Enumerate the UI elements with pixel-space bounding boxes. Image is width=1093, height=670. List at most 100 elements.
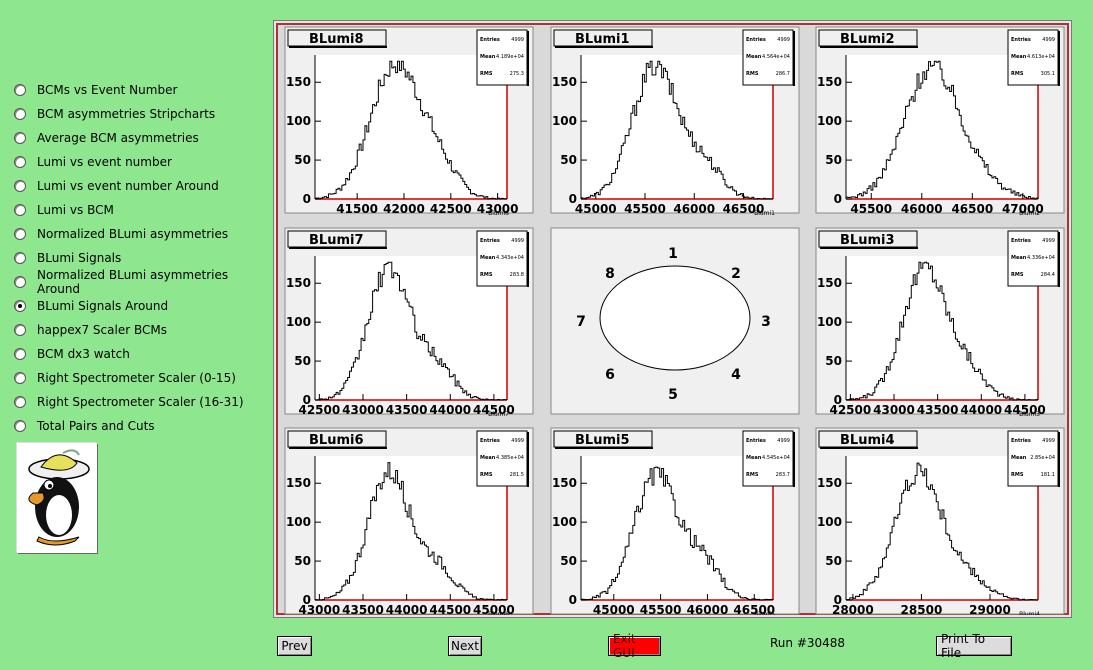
radio-button[interactable] [14, 84, 26, 96]
x-axis-label: Blumi3 [1019, 411, 1040, 418]
radio-option[interactable]: Lumi vs event number [14, 150, 264, 174]
x-tick-label: 45000 [575, 202, 617, 216]
stats-value: 4999 [1042, 238, 1055, 244]
radio-button[interactable] [14, 300, 26, 312]
y-tick-label: 150 [817, 476, 842, 490]
plot-selection-panel: BCMs vs Event Number BCM asymmetries Stri… [14, 78, 264, 438]
stats-value: 283.8 [510, 272, 524, 278]
y-tick-label: 50 [294, 354, 311, 368]
stats-key: RMS [1011, 71, 1024, 77]
diagram-position-label: 2 [731, 266, 741, 282]
x-tick-label: 45500 [850, 202, 892, 216]
radio-option[interactable]: Right Spectrometer Scaler (16-31) [14, 390, 264, 414]
radio-option[interactable]: BLumi Signals Around [14, 294, 264, 318]
stats-key: Entries [1011, 37, 1031, 43]
radio-option-label: BLumi Signals [37, 251, 122, 265]
radio-option[interactable]: Right Spectrometer Scaler (0-15) [14, 366, 264, 390]
histogram-pad: 0 50 100 150 28000 28500 29000 Blumi4 BLumi4 Entr… [815, 427, 1065, 615]
y-tick-label: 150 [286, 476, 311, 490]
radio-option[interactable]: BCMs vs Event Number [14, 78, 264, 102]
histogram-pad: 0 50 100 150 43000 43500 44000 44500 45000Blumi6… [284, 427, 534, 615]
y-tick-label: 0 [834, 192, 842, 206]
x-tick-label: 44000 [429, 403, 471, 417]
radio-button[interactable] [14, 180, 26, 192]
radio-option[interactable]: Lumi vs event number Around [14, 174, 264, 198]
radio-button[interactable] [14, 372, 26, 384]
diagram-position-label: 6 [605, 367, 615, 383]
stats-value: 4.613e+04 [1027, 54, 1055, 60]
histogram-title: BLumi3 [840, 233, 895, 248]
detector-layout-diagram: 1 2 3 4 5 6 7 8 [550, 227, 800, 415]
x-tick-label: 28500 [901, 603, 943, 615]
radio-button[interactable] [14, 252, 26, 264]
x-tick-label: 43000 [873, 403, 915, 417]
x-axis-label: Blumi6 [488, 611, 509, 615]
radio-option[interactable]: Normalized BLumi asymmetries Around [14, 268, 264, 296]
radio-button[interactable] [14, 204, 26, 216]
stats-box [742, 430, 794, 487]
radio-button[interactable] [14, 108, 26, 120]
histogram-line [845, 60, 1039, 200]
radio-option[interactable]: Normalized BLumi asymmetries [14, 222, 264, 246]
radio-button[interactable] [14, 228, 26, 240]
radio-option[interactable]: Lumi vs BCM [14, 198, 264, 222]
radio-option-label: BLumi Signals Around [37, 299, 169, 313]
y-tick-label: 100 [817, 114, 842, 128]
radio-button[interactable] [14, 396, 26, 408]
radio-option-label: Lumi vs event number [37, 155, 172, 169]
y-tick-label: 100 [552, 114, 577, 128]
histogram-title: BLumi6 [309, 433, 364, 448]
histogram-title: BLumi4 [840, 433, 895, 448]
radio-option[interactable]: Total Pairs and Cuts [14, 414, 264, 438]
radio-button[interactable] [14, 276, 26, 288]
x-tick-label: 46000 [687, 603, 729, 615]
radio-option[interactable]: Average BCM asymmetries [14, 126, 264, 150]
next-button[interactable]: Next [448, 636, 482, 656]
y-tick-label: 150 [817, 276, 842, 290]
radio-option[interactable]: BLumi Signals [14, 246, 264, 270]
radio-option[interactable]: BCM dx3 watch [14, 342, 264, 366]
diagram-position-label: 3 [761, 314, 771, 330]
stats-key: RMS [1011, 472, 1024, 478]
radio-option-label: Normalized BLumi asymmetries [37, 227, 229, 241]
radio-button[interactable] [14, 348, 26, 360]
histogram-canvas: 0 50 100 150 41500 42000 42500 43000 Blumi8 BLumi… [276, 23, 1069, 615]
x-tick-label: 43500 [386, 403, 428, 417]
radio-button[interactable] [14, 156, 26, 168]
y-tick-label: 0 [834, 393, 842, 407]
exit-gui-button[interactable]: Exit GUI [608, 632, 661, 660]
stats-value: 4999 [511, 438, 524, 444]
x-tick-label: 44500 [473, 403, 515, 417]
prev-button[interactable]: Prev [277, 636, 312, 656]
stats-key: Mean [1011, 54, 1027, 60]
x-axis-label: Blumi7 [488, 411, 509, 418]
y-tick-label: 100 [817, 515, 842, 529]
stats-value: 4.336e+04 [1027, 255, 1055, 261]
stats-value: 4.189e+04 [496, 54, 524, 60]
print-to-file-button[interactable]: Print To File [936, 632, 1012, 660]
x-tick-label: 45500 [640, 603, 682, 615]
radio-option-label: BCMs vs Event Number [37, 83, 178, 97]
radio-button[interactable] [14, 420, 26, 432]
stats-value: 284.4 [1041, 272, 1055, 278]
stats-key: Entries [746, 37, 766, 43]
diagram-ellipse [599, 265, 751, 371]
penguin-mascot-drawing [28, 449, 90, 546]
y-tick-label: 100 [817, 315, 842, 329]
radio-option[interactable]: BCM asymmetries Stripcharts [14, 102, 264, 126]
x-axis-label: Blumi4 [1019, 611, 1040, 615]
histogram-title: BLumi1 [575, 32, 630, 47]
stats-key: Mean [1011, 455, 1027, 461]
stats-value: 286.7 [776, 71, 790, 77]
stats-value: 4999 [511, 238, 524, 244]
stats-box [476, 29, 528, 86]
stats-key: RMS [480, 272, 493, 278]
radio-button[interactable] [14, 132, 26, 144]
radio-button[interactable] [14, 324, 26, 336]
plot-area [581, 456, 773, 600]
radio-option[interactable]: happex7 Scaler BCMs [14, 318, 264, 342]
stats-box [742, 29, 794, 86]
diagram-position-label: 1 [668, 246, 678, 262]
y-tick-label: 150 [552, 476, 577, 490]
x-axis-label: Blumi2 [1019, 210, 1040, 217]
